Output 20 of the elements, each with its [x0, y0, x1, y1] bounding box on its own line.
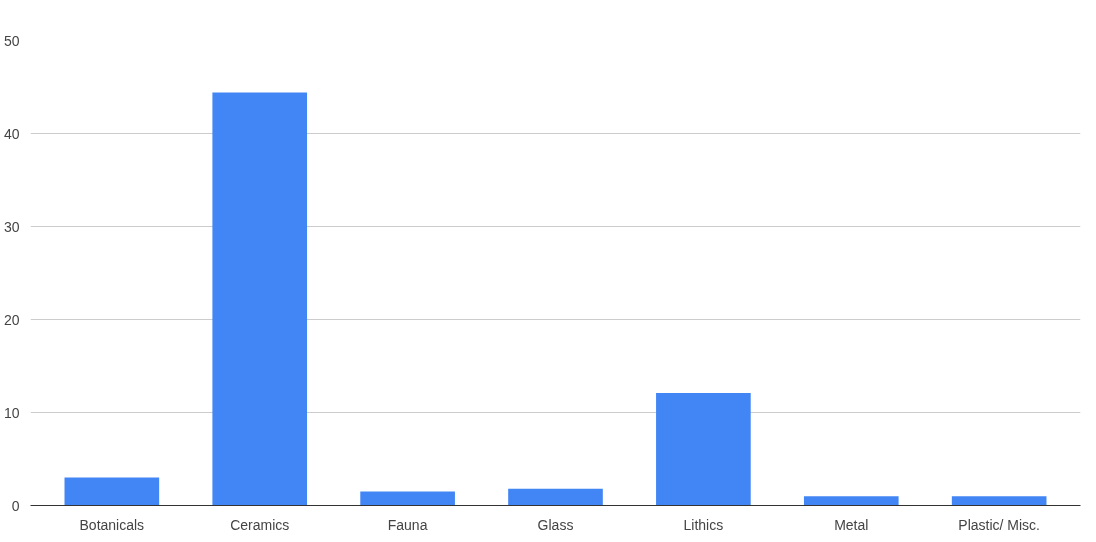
x-tick-label: Plastic/ Misc. — [958, 516, 1041, 533]
bar — [951, 496, 1047, 506]
bar — [656, 392, 751, 506]
y-tick-label: 0 — [11, 497, 20, 514]
x-tick-label: Metal — [834, 516, 869, 533]
x-tick-label: Glass — [537, 516, 574, 533]
y-tick-label: 40 — [3, 125, 20, 142]
y-tick-label: 20 — [3, 311, 20, 328]
x-tick-label: Lithics — [683, 516, 724, 533]
x-tick-label: Botanicals — [79, 516, 145, 533]
bar — [803, 496, 899, 506]
y-tick-label: 50 — [3, 32, 20, 49]
x-tick-label: Fauna — [387, 516, 428, 533]
x-tick-label: Ceramics — [230, 516, 290, 533]
bar — [360, 491, 455, 506]
y-tick-label: 10 — [3, 404, 20, 421]
y-tick-label: 30 — [3, 218, 20, 235]
bar — [64, 477, 160, 506]
bar — [212, 92, 308, 506]
bar — [508, 488, 603, 506]
